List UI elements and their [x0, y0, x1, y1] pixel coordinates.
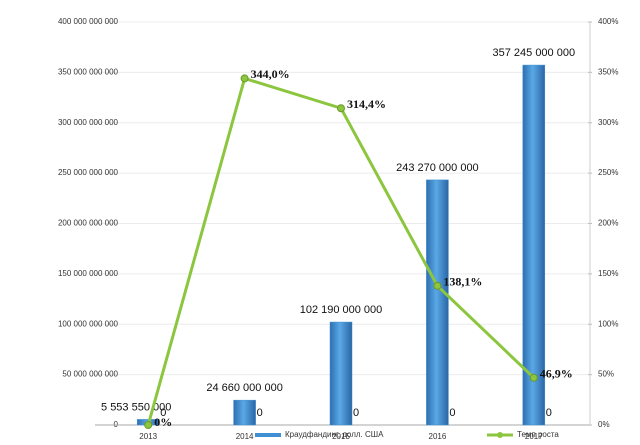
legend-swatch	[497, 432, 503, 438]
bar	[329, 321, 353, 426]
data-label: 46,9%	[540, 366, 573, 380]
y2-tick-label: 250%	[598, 168, 618, 177]
data-label: 0	[353, 407, 359, 419]
y2-tick-label: 0%	[598, 420, 610, 429]
data-label: 0	[546, 407, 552, 419]
data-label: 344,0%	[251, 67, 290, 81]
y-tick-label: 300 000 000 000	[58, 118, 119, 127]
y-tick-label: 200 000 000 000	[58, 219, 119, 228]
y2-tick-label: 350%	[598, 67, 618, 76]
bar	[522, 64, 546, 426]
data-label: 357 245 000 000	[493, 47, 576, 59]
y-tick-label: 100 000 000 000	[58, 319, 119, 328]
y-tick-label: 350 000 000 000	[58, 67, 119, 76]
y2-tick-label: 150%	[598, 269, 618, 278]
x-tick-label: 2017	[525, 432, 543, 441]
x-tick-label: 2015	[332, 432, 350, 441]
line-marker	[144, 421, 153, 429]
x-tick-label: 2013	[139, 432, 157, 441]
y-tick-label: 150 000 000 000	[58, 269, 119, 278]
data-label: 0%	[154, 415, 172, 429]
data-label: 138,1%	[443, 275, 482, 289]
y2-tick-label: 400%	[598, 17, 618, 26]
data-label: 0	[257, 407, 263, 419]
data-label: 243 270 000 000	[396, 162, 479, 174]
y-tick-label: 50 000 000 000	[62, 370, 118, 379]
bar	[233, 399, 256, 426]
line-marker	[433, 281, 442, 290]
data-label: 102 190 000 000	[300, 304, 383, 316]
data-label: 24 660 000 000	[206, 382, 282, 394]
legend-swatch	[255, 433, 281, 437]
line-marker	[529, 373, 538, 382]
x-tick-label: 2014	[236, 432, 254, 441]
y-tick-label: 400 000 000 000	[58, 17, 119, 26]
line-marker	[240, 74, 249, 83]
y2-tick-label: 300%	[598, 118, 618, 127]
y2-tick-label: 100%	[598, 319, 618, 328]
x-tick-label: 2016	[429, 432, 447, 441]
legend-label: Темп роста	[517, 430, 559, 439]
bar	[426, 179, 449, 426]
legend-label: Краудфандинг, долл. США	[285, 430, 384, 439]
data-label: 0	[160, 407, 166, 419]
y2-tick-label: 50%	[598, 370, 614, 379]
line-marker	[337, 104, 345, 113]
y2-tick-label: 200%	[598, 219, 618, 228]
y-tick-label: 250 000 000 000	[58, 168, 119, 177]
data-label: 0	[449, 407, 455, 419]
data-label: 314,4%	[347, 97, 386, 111]
